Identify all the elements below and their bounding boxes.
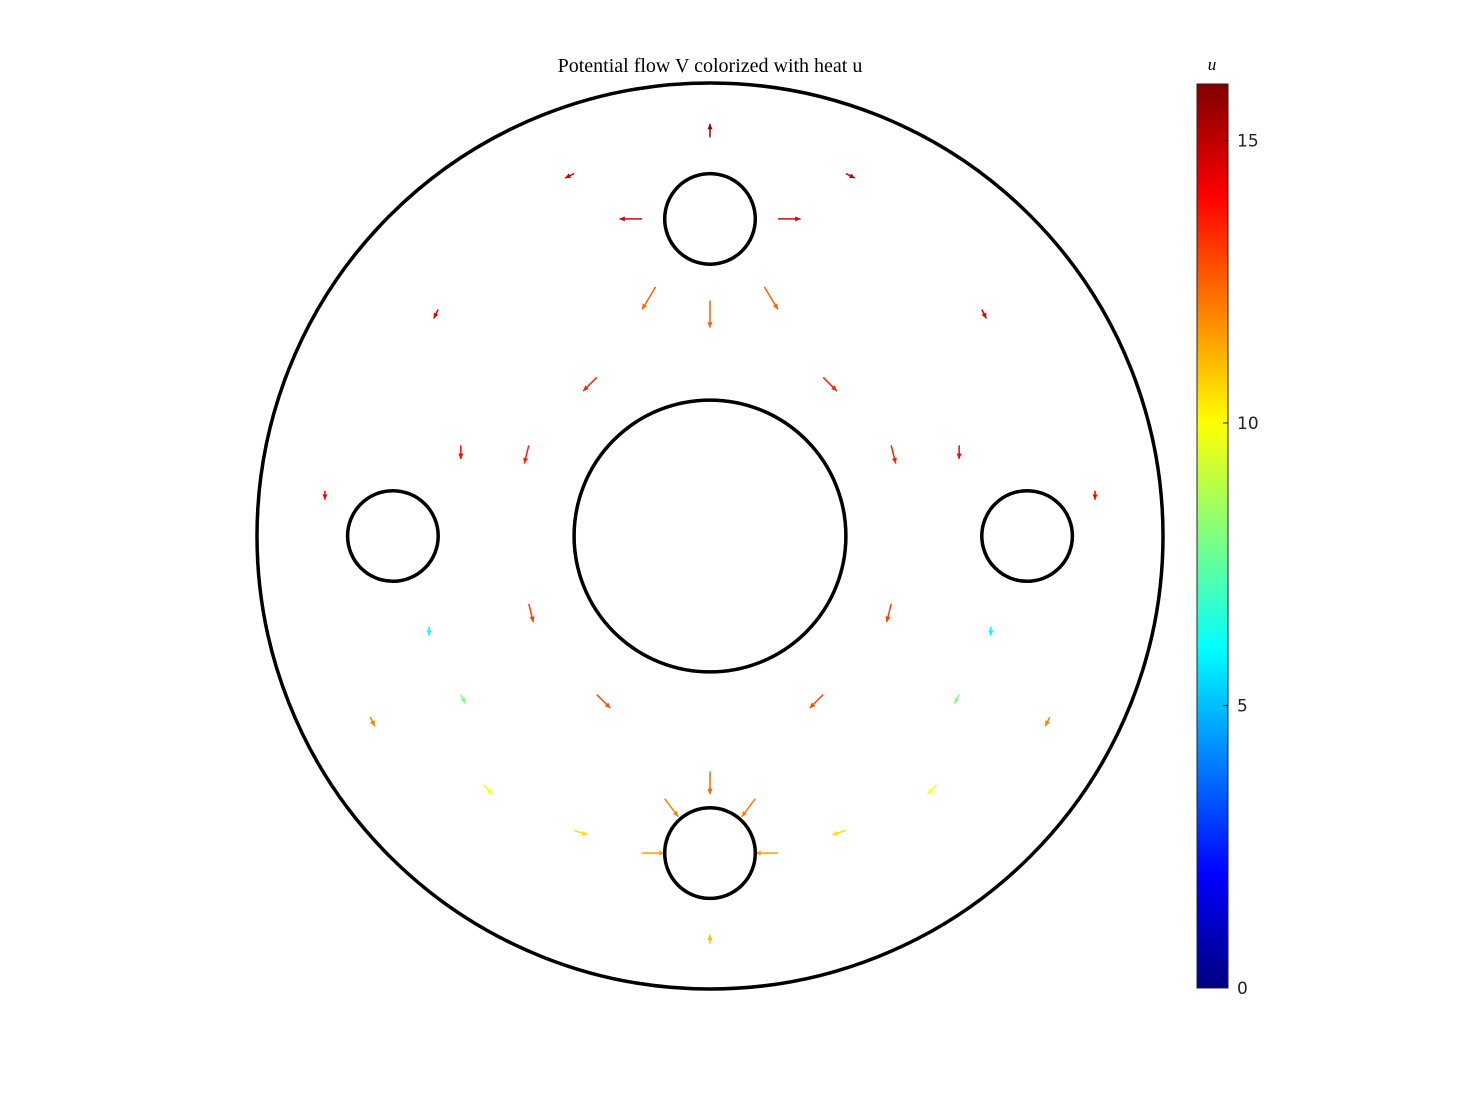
flow-arrow (641, 286, 657, 310)
flow-arrow (619, 216, 643, 222)
flow-arrow (956, 445, 962, 459)
flow-arrow (707, 300, 713, 328)
flow-arrow (845, 172, 856, 179)
flow-arrow (460, 694, 467, 704)
colorbar-tick-label: 5 (1237, 697, 1248, 717)
flow-arrow (1044, 716, 1051, 727)
flow-arrow (426, 626, 432, 636)
flow-arrow (1092, 490, 1098, 500)
flow-arrow (890, 445, 897, 464)
flow-arrow (988, 626, 994, 636)
flow-arrow (832, 829, 847, 836)
flow-arrow (432, 309, 439, 319)
boundary-circle (572, 398, 848, 674)
flow-arrow (573, 829, 588, 836)
flow-arrow (809, 694, 824, 709)
colorbar-tick-label: 15 (1237, 132, 1259, 152)
flow-arrow (777, 216, 801, 222)
flow-arrow (707, 771, 713, 795)
flow-arrow (763, 286, 779, 310)
flow-arrow (523, 445, 530, 464)
flow-arrow (528, 603, 535, 623)
flow-arrow (322, 490, 328, 500)
flow-arrow (707, 123, 713, 138)
flow-arrow (564, 172, 575, 179)
colorbar-tick-label: 0 (1237, 979, 1248, 999)
flow-arrow (482, 784, 494, 795)
boundary-circle (345, 488, 440, 584)
boundary-circle (255, 81, 1165, 991)
flow-arrow (707, 934, 713, 944)
flow-arrow (642, 850, 665, 856)
boundary-circle (662, 171, 758, 266)
flow-arrow (885, 603, 892, 623)
flow-arrow (981, 309, 988, 319)
flow-arrow (755, 850, 778, 856)
boundary-circle (662, 806, 758, 901)
colorbar (1196, 83, 1229, 989)
flow-arrow (822, 376, 838, 392)
flow-arrow (582, 376, 598, 392)
chart-title: Potential flow V colorized with heat u (558, 55, 863, 77)
boundary-circle (980, 488, 1075, 584)
flow-arrow (596, 694, 611, 709)
flow-arrow (953, 694, 960, 704)
colorbar-label: u (1208, 55, 1217, 74)
flow-arrow (664, 798, 679, 818)
colorbar-tick-label: 10 (1237, 414, 1259, 434)
flow-arrow (458, 445, 464, 459)
flow-arrow (741, 798, 756, 818)
flow-arrow (369, 716, 376, 727)
flow-arrow (926, 784, 938, 795)
